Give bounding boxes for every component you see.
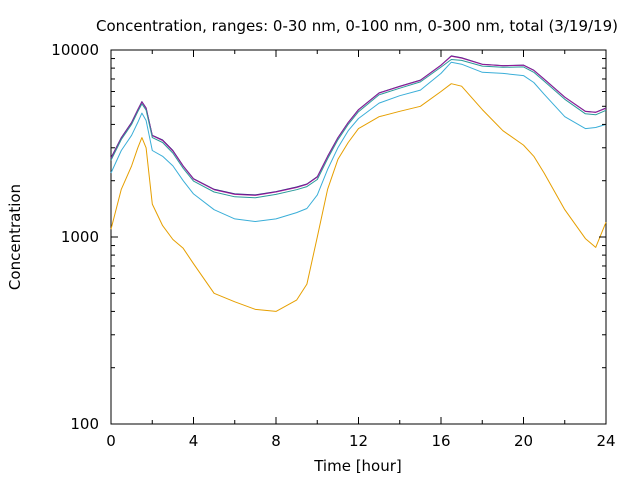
x-tick-label: 0 (106, 432, 116, 450)
series-line-4 (110, 61, 607, 222)
plot-frame (110, 49, 607, 425)
series-line-3 (110, 59, 607, 199)
x-axis-label: Time [hour] (313, 457, 402, 475)
y-tick-label: 10000 (51, 41, 99, 59)
x-tick-label: 20 (514, 432, 533, 450)
series-line-2 (110, 55, 607, 196)
x-tick-label: 16 (431, 432, 450, 450)
series-layer (110, 55, 607, 312)
x-tick-label: 4 (189, 432, 199, 450)
series-line-5 (110, 83, 607, 312)
chart-title: Concentration, ranges: 0-30 nm, 0-100 nm… (96, 17, 618, 35)
x-tick-label: 8 (271, 432, 281, 450)
y-axis-label: Concentration (6, 184, 24, 290)
tick-layer: 0 4 8 12 16 20 24 100 1000 10000 (51, 41, 615, 450)
x-tick-label: 24 (596, 432, 615, 450)
y-tick-label: 100 (70, 415, 99, 433)
series-line-1 (110, 55, 607, 196)
x-tick-label: 12 (349, 432, 368, 450)
y-tick-label: 1000 (61, 228, 99, 246)
